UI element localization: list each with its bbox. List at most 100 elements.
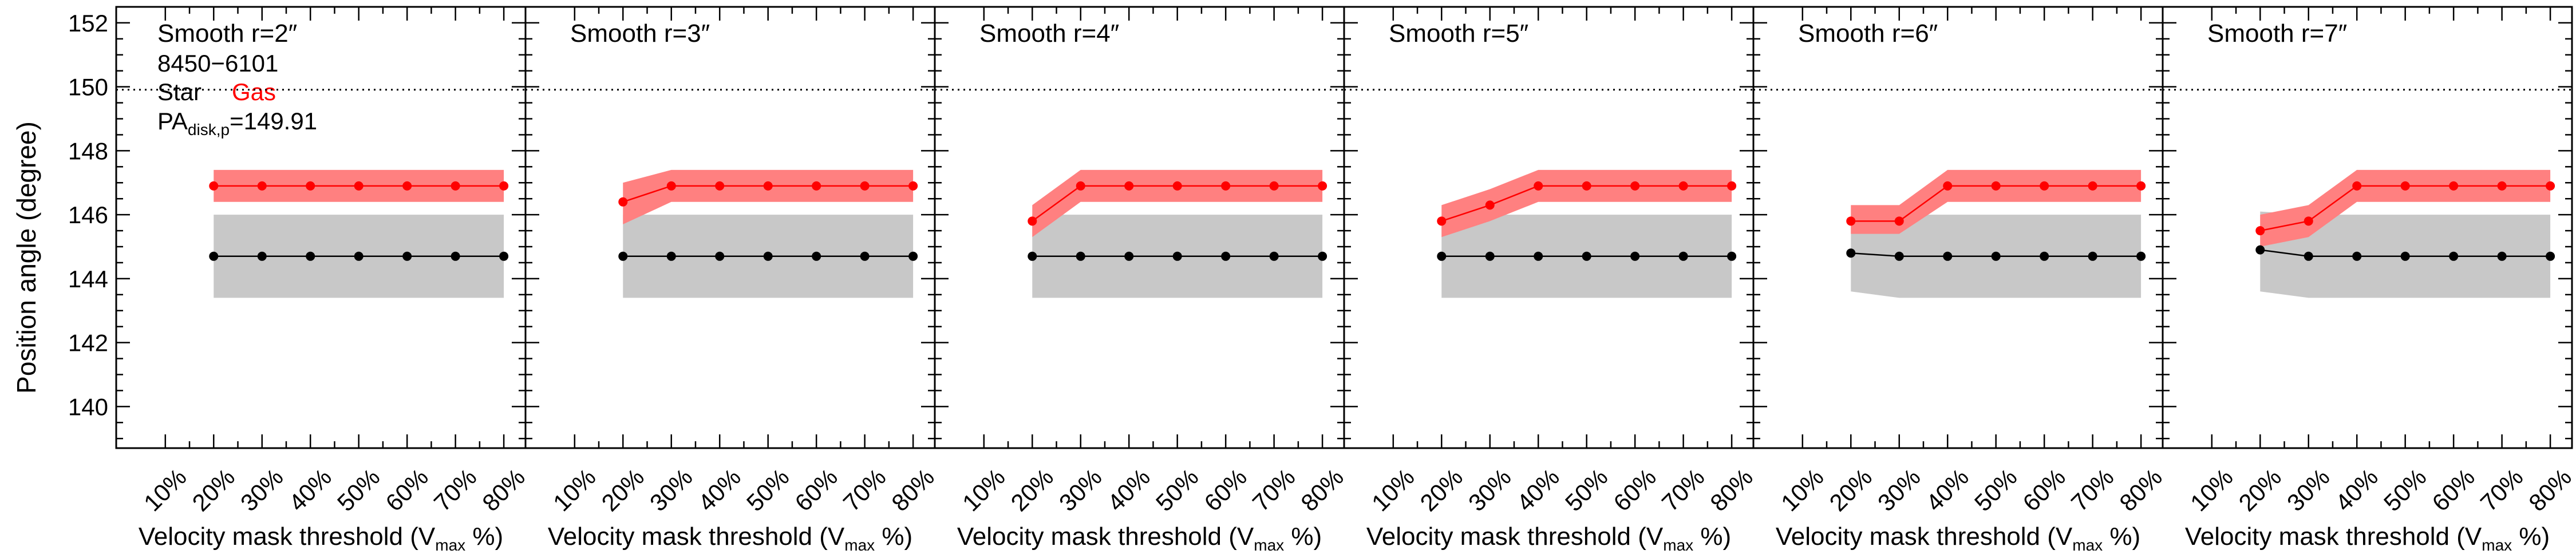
star-point	[306, 251, 315, 261]
x-tick-label: 50%	[1560, 464, 1613, 517]
x-tick-label: 30%	[235, 464, 289, 517]
panel-5: 10%20%30%40%50%60%70%80% Smooth r=6″ Veloc…	[1752, 6, 2167, 554]
x-tick-label: 30%	[1463, 464, 1516, 517]
x-tick-label: 70%	[429, 464, 482, 517]
gas-point	[1485, 200, 1495, 210]
gas-point	[2352, 181, 2362, 191]
panel-4: 10%20%30%40%50%60%70%80% Smooth r=5″ Veloc…	[1343, 6, 1758, 554]
star-point	[1943, 251, 1953, 261]
x-axis-label-main: Velocity mask threshold (V	[2185, 523, 2482, 551]
panel-title: Smooth r=6″	[1798, 19, 1938, 48]
gas-point	[1269, 181, 1279, 191]
star-point	[2400, 251, 2410, 261]
x-tick-label: 80%	[2523, 464, 2576, 517]
y-tick-label: 152	[68, 10, 108, 37]
panel-title: Smooth r=3″	[570, 19, 710, 48]
panels: 14014214414614815015210%20%30%40%50%60%7…	[68, 6, 2576, 554]
x-tick-label: 20%	[1824, 464, 1877, 517]
gas-point	[2088, 181, 2097, 191]
panel-2: 10%20%30%40%50%60%70%80% Smooth r=3″ Veloc…	[524, 6, 939, 554]
gas-point	[1028, 216, 1037, 226]
star-point	[1076, 251, 1085, 261]
x-tick-label: 50%	[2379, 464, 2432, 517]
gas-point	[1124, 181, 1134, 191]
gas-point	[1582, 181, 1591, 191]
x-axis-label: Velocity mask threshold (Vmax %)	[957, 523, 1322, 554]
panel-6: 10%20%30%40%50%60%70%80% Smooth r=7″ Veloc…	[2162, 6, 2576, 554]
star-point	[209, 251, 219, 261]
star-point	[1124, 251, 1134, 261]
x-tick-label: 60%	[789, 464, 843, 517]
x-tick-label: 70%	[1657, 464, 1710, 517]
star-point	[1894, 251, 1904, 261]
star-point	[1846, 248, 1856, 258]
x-axis-label-main: Velocity mask threshold (V	[139, 523, 436, 551]
gas-point	[1221, 181, 1231, 191]
y-axis-label: Position angle (degree)	[11, 121, 41, 394]
star-point	[2497, 251, 2507, 261]
x-tick-label: 10%	[139, 464, 192, 517]
gas-band	[1441, 169, 1732, 238]
x-tick-label: 20%	[1415, 464, 1468, 517]
star-point	[1269, 251, 1279, 261]
x-axis-label: Velocity mask threshold (Vmax %)	[139, 523, 503, 554]
x-tick-label: 80%	[477, 464, 530, 517]
panel-title: Smooth r=4″	[979, 19, 1119, 48]
gas-point	[257, 181, 267, 191]
star-point	[1534, 251, 1543, 261]
gas-point	[499, 181, 509, 191]
star-point	[257, 251, 267, 261]
x-axis-label-subscript: max	[1254, 536, 1284, 554]
gas-point	[2546, 181, 2555, 191]
gas-point	[908, 181, 918, 191]
x-tick-label: 80%	[1295, 464, 1349, 517]
gas-band	[1032, 169, 1323, 238]
star-point	[2304, 251, 2313, 261]
x-tick-label: 40%	[693, 464, 746, 517]
x-tick-label: 30%	[1872, 464, 1926, 517]
gas-point	[812, 181, 821, 191]
x-axis-label-main: Velocity mask threshold (V	[548, 523, 845, 551]
gas-point	[618, 197, 628, 207]
legend-star: Star	[157, 78, 202, 105]
star-point	[1028, 251, 1037, 261]
x-tick-label: 80%	[2114, 464, 2167, 517]
x-tick-label: 60%	[1199, 464, 1252, 517]
gas-point	[2255, 226, 2265, 236]
x-axis-label-tail: %)	[465, 523, 503, 551]
y-tick-label: 150	[68, 74, 108, 101]
star-point	[618, 251, 628, 261]
gas-point	[763, 181, 773, 191]
panel-annotations: 8450−6101 Star Gas PAdisk,p=149.91	[157, 50, 317, 138]
x-tick-label: 10%	[2185, 464, 2238, 517]
x-axis-label-main: Velocity mask threshold (V	[957, 523, 1254, 551]
x-tick-label: 40%	[2330, 464, 2383, 517]
x-tick-label: 50%	[741, 464, 795, 517]
gas-point	[209, 181, 219, 191]
star-point	[1221, 251, 1231, 261]
gas-point	[1894, 216, 1904, 226]
star-point	[860, 251, 870, 261]
star-point	[2136, 251, 2146, 261]
x-axis-label-subscript: max	[844, 536, 875, 554]
x-tick-label: 30%	[2282, 464, 2335, 517]
panel-1: 140 142 144 146 148 150 152 10%20%30%40%50%60%7…	[68, 6, 530, 554]
star-point	[1437, 251, 1447, 261]
x-tick-label: 50%	[1969, 464, 2022, 517]
x-axis-label-main: Velocity mask threshold (V	[1776, 523, 2073, 551]
pa-value: =149.91	[230, 108, 317, 134]
x-axis-label-subscript: max	[2072, 536, 2103, 554]
x-tick-label: 70%	[1247, 464, 1301, 517]
x-tick-label: 20%	[596, 464, 649, 517]
x-tick-label: 60%	[1608, 464, 1661, 517]
gas-point	[1991, 181, 2001, 191]
star-point	[1485, 251, 1495, 261]
gas-point	[2400, 181, 2410, 191]
star-point	[666, 251, 676, 261]
gas-point	[2040, 181, 2049, 191]
panel-3: 10%20%30%40%50%60%70%80% Smooth r=4″ Veloc…	[934, 6, 1349, 554]
star-point	[763, 251, 773, 261]
star-point	[354, 251, 364, 261]
x-tick-label: 40%	[1102, 464, 1155, 517]
